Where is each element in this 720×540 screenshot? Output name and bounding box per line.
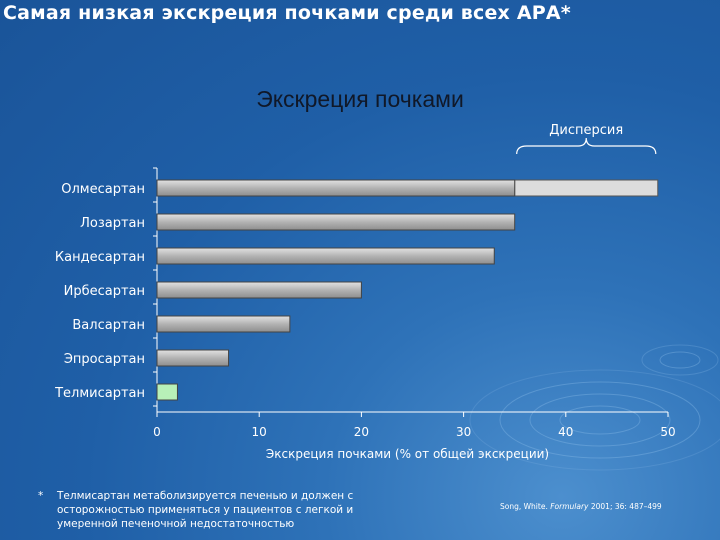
footnote-asterisk: *: [38, 490, 44, 502]
category-label: Телмисартан: [54, 386, 145, 401]
citation-details: 2001; 36: 487–499: [590, 502, 662, 511]
x-tick-label: 30: [456, 425, 471, 439]
bar: [156, 213, 516, 231]
x-tick-label: 40: [558, 425, 573, 439]
x-axis-label: Экскреция почками (% от общей экскреции): [266, 447, 549, 461]
bar: [156, 315, 291, 333]
x-tick-label: 20: [354, 425, 369, 439]
x-tick-label: 50: [660, 425, 675, 439]
x-tick-label: 0: [153, 425, 161, 439]
bar: [156, 349, 230, 367]
citation-authors: Song, White.: [500, 502, 548, 511]
slide-title: Самая низкая экскреция почками среди все…: [3, 2, 571, 24]
footnote: * Телмисартан метаболизируется печенью и…: [38, 489, 397, 531]
category-label: Эпросартан: [64, 352, 145, 367]
bar: [156, 247, 495, 265]
bar: [156, 383, 178, 401]
citation: Song, White. Formulary 2001; 36: 487–499: [500, 502, 662, 511]
bar: [156, 179, 516, 197]
citation-journal: Formulary: [550, 502, 589, 511]
dispersion-label: Дисперсия: [549, 123, 623, 138]
bar: [156, 281, 362, 299]
category-label: Валсартан: [72, 318, 145, 333]
category-label: Лозартан: [80, 216, 145, 231]
range-bar: [514, 179, 659, 197]
category-label: Олмесартан: [61, 182, 145, 197]
dispersion-brace: [516, 137, 657, 155]
chart-title: Экскреция почками: [256, 86, 464, 112]
x-tick-label: 10: [252, 425, 267, 439]
footnote-text: Телмисартан метаболизируется печенью и д…: [57, 490, 354, 530]
category-label: Кандесартан: [55, 250, 145, 265]
category-label: Ирбесартан: [64, 284, 145, 299]
